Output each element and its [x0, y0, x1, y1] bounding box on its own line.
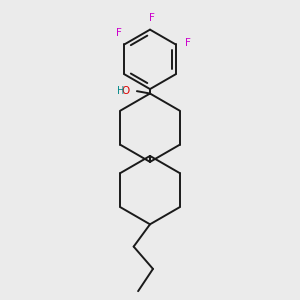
- Text: F: F: [116, 28, 122, 38]
- Text: F: F: [148, 13, 154, 23]
- Text: O: O: [122, 86, 130, 96]
- Text: H: H: [117, 86, 124, 96]
- Text: F: F: [185, 38, 191, 48]
